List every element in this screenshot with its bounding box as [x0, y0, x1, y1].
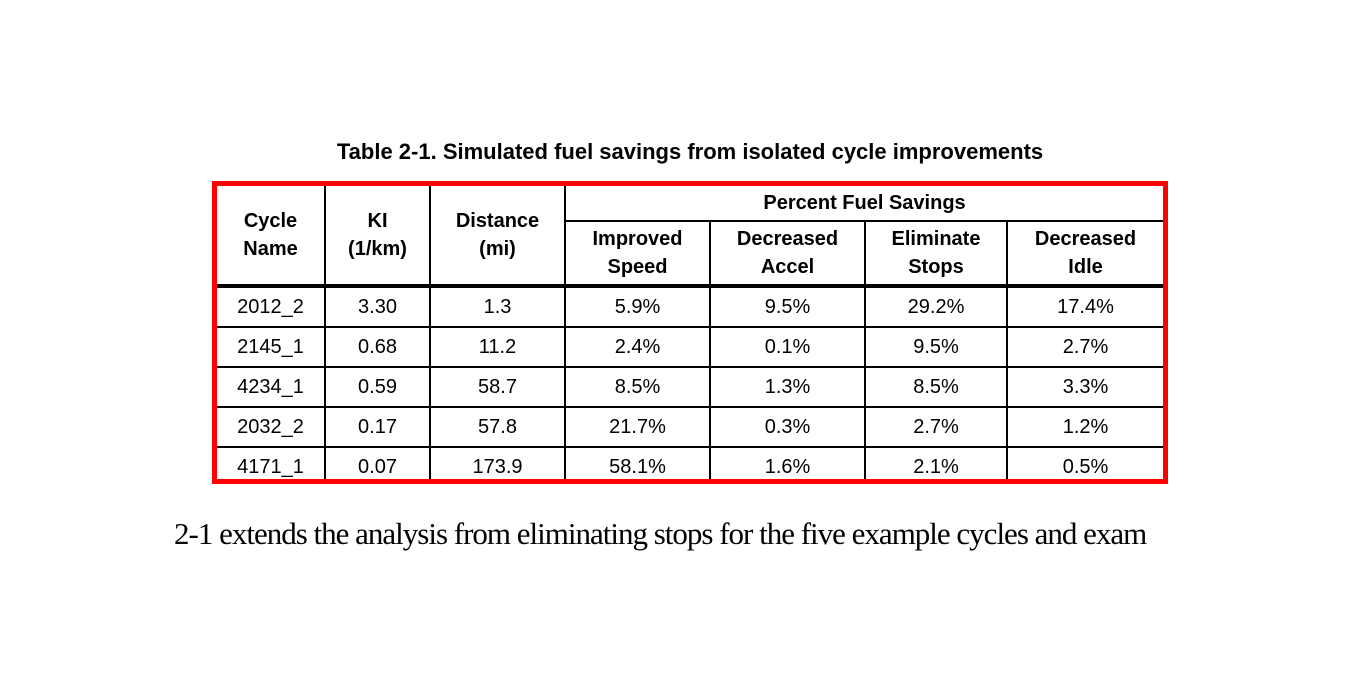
cell-cycle-name: 2145_1	[217, 327, 326, 368]
cell-ki: 0.68	[325, 327, 431, 368]
cell-ki: 0.07	[325, 447, 431, 479]
column-header-distance: Distance (mi)	[430, 186, 566, 288]
cell-eliminate-stops: 8.5%	[865, 367, 1008, 408]
cell-decreased-accel: 0.3%	[710, 407, 866, 448]
cell-decreased-accel: 0.1%	[710, 327, 866, 368]
cell-decreased-accel: 1.3%	[710, 367, 866, 408]
column-header-decreased-idle: Decreased Idle	[1007, 221, 1163, 288]
cell-improved-speed: 5.9%	[565, 286, 711, 328]
cell-cycle-name: 4234_1	[217, 367, 326, 408]
cell-decreased-idle: 2.7%	[1007, 327, 1163, 368]
cell-distance: 173.9	[430, 447, 566, 479]
table-row: 4171_1 0.07 173.9 58.1% 1.6% 2.1% 0.5%	[217, 447, 1163, 479]
cell-distance: 58.7	[430, 367, 566, 408]
cell-improved-speed: 21.7%	[565, 407, 711, 448]
cell-eliminate-stops: 2.1%	[865, 447, 1008, 479]
cell-decreased-idle: 17.4%	[1007, 286, 1163, 328]
table-row: 2032_2 0.17 57.8 21.7% 0.3% 2.7% 1.2%	[217, 407, 1163, 448]
cell-improved-speed: 8.5%	[565, 367, 711, 408]
column-header-cycle-name: Cycle Name	[217, 186, 326, 288]
cell-cycle-name: 2012_2	[217, 286, 326, 328]
table-row: 2145_1 0.68 11.2 2.4% 0.1% 9.5% 2.7%	[217, 327, 1163, 368]
cell-distance: 11.2	[430, 327, 566, 368]
cell-ki: 3.30	[325, 286, 431, 328]
cell-cycle-name: 2032_2	[217, 407, 326, 448]
table-row: 4234_1 0.59 58.7 8.5% 1.3% 8.5% 3.3%	[217, 367, 1163, 408]
cell-cycle-name: 4171_1	[217, 447, 326, 479]
column-header-improved-speed: Improved Speed	[565, 221, 711, 288]
cell-decreased-accel: 9.5%	[710, 286, 866, 328]
column-header-decreased-accel: Decreased Accel	[710, 221, 866, 288]
data-table: Cycle Name KI (1/km) Distance (mi) Perce…	[217, 186, 1163, 479]
group-header-percent-fuel-savings: Percent Fuel Savings	[565, 186, 1163, 222]
cell-distance: 57.8	[430, 407, 566, 448]
table-caption: Table 2-1. Simulated fuel savings from i…	[336, 139, 1044, 164]
table-row: 2012_2 3.30 1.3 5.9% 9.5% 29.2% 17.4%	[217, 286, 1163, 328]
highlighted-table-region: Cycle Name KI (1/km) Distance (mi) Perce…	[212, 181, 1168, 484]
cell-decreased-accel: 1.6%	[710, 447, 866, 479]
cell-ki: 0.59	[325, 367, 431, 408]
cell-improved-speed: 58.1%	[565, 447, 711, 479]
table-header-row-group: Cycle Name KI (1/km) Distance (mi) Perce…	[217, 186, 1163, 288]
cell-eliminate-stops: 9.5%	[865, 327, 1008, 368]
cell-decreased-idle: 0.5%	[1062, 455, 1109, 478]
cell-decreased-idle: 1.2%	[1007, 407, 1163, 448]
cell-ki: 0.17	[325, 407, 431, 448]
cell-eliminate-stops: 2.7%	[865, 407, 1008, 448]
column-header-eliminate-stops: Eliminate Stops	[865, 221, 1008, 288]
table-header-row-sub: Improved Speed Decreased Accel Eliminate…	[217, 221, 1163, 288]
column-header-ki: KI (1/km)	[325, 186, 431, 288]
cell-decreased-idle: 3.3%	[1007, 367, 1163, 408]
cell-eliminate-stops: 29.2%	[865, 286, 1008, 328]
cell-improved-speed: 2.4%	[565, 327, 711, 368]
body-text: 2-1 extends the analysis from eliminatin…	[174, 516, 1147, 551]
cell-distance: 1.3	[430, 286, 566, 328]
